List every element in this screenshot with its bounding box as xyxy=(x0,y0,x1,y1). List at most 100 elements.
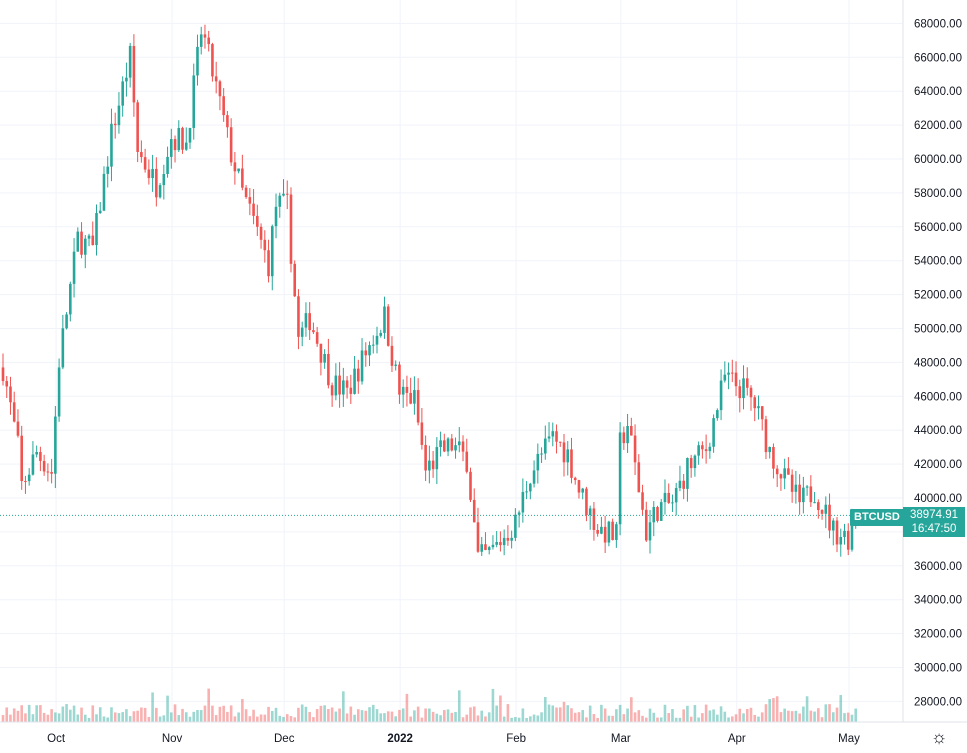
candle-body xyxy=(704,449,708,452)
time-tick-label: Dec xyxy=(274,733,295,745)
candle-body xyxy=(386,306,390,346)
candle-body xyxy=(65,314,68,329)
volume-bar xyxy=(297,707,300,722)
candle-body xyxy=(199,34,203,47)
volume-bar xyxy=(20,705,23,722)
candle-body xyxy=(723,374,727,381)
candle-body xyxy=(368,345,371,356)
volume-bar xyxy=(345,713,349,722)
volume-bar xyxy=(315,709,319,722)
candle-body xyxy=(27,474,31,482)
volume-bar xyxy=(779,712,783,722)
candle-body xyxy=(581,488,584,493)
candle-body xyxy=(768,447,771,453)
candle-body xyxy=(727,372,730,375)
volume-bar xyxy=(39,705,42,722)
candle-body xyxy=(630,425,633,436)
price-tick-label: 60000.00 xyxy=(914,154,962,166)
volume-bar xyxy=(61,706,65,722)
candle-body xyxy=(558,441,562,443)
volume-bar xyxy=(659,717,663,722)
volume-bar xyxy=(319,705,323,722)
candle-body xyxy=(379,332,383,336)
candle-body xyxy=(233,162,237,172)
candle-body xyxy=(487,547,491,550)
candle-body xyxy=(226,115,229,128)
candle-body xyxy=(566,449,570,463)
price-tick-label: 32000.00 xyxy=(914,629,962,641)
volume-bar xyxy=(446,709,450,722)
volume-bar xyxy=(42,712,46,722)
candle-body xyxy=(835,520,839,545)
volume-bar xyxy=(716,714,719,722)
volume-bar xyxy=(128,716,132,722)
volume-bar xyxy=(274,707,278,722)
price-tick-label: 52000.00 xyxy=(914,290,962,302)
candle-body xyxy=(237,168,240,172)
gear-icon[interactable]: ☼ xyxy=(930,727,948,747)
candle-body xyxy=(585,488,588,516)
volume-bar xyxy=(469,707,472,722)
candle-body xyxy=(719,380,723,411)
candle-body xyxy=(278,195,282,207)
candle-body xyxy=(712,418,715,447)
candle-body xyxy=(319,343,323,363)
candle-body xyxy=(555,431,558,442)
volume-bar xyxy=(383,713,386,722)
volume-bar xyxy=(327,709,330,722)
time-tick-label: 2022 xyxy=(387,733,413,745)
candle-body xyxy=(31,454,35,475)
candle-body xyxy=(207,37,210,45)
candle-body xyxy=(454,445,457,451)
volume-bar xyxy=(603,708,607,722)
volume-bar xyxy=(547,704,551,722)
candle-body xyxy=(196,46,199,76)
candle-body xyxy=(532,470,536,484)
time-axis: Oct Nov Dec 2022 Feb Mar Apr May xyxy=(47,733,860,745)
volume-bar xyxy=(110,707,113,722)
volume-bar xyxy=(203,705,207,722)
volume-bar xyxy=(465,714,469,722)
volume-bar xyxy=(162,715,166,722)
volume-bar xyxy=(846,712,850,722)
time-tick-label: May xyxy=(838,733,860,745)
volume-bar xyxy=(644,717,648,722)
candle-body xyxy=(405,386,409,393)
candle-body xyxy=(12,402,16,422)
price-tick-label: 36000.00 xyxy=(914,561,962,573)
candle-body xyxy=(794,484,798,492)
candle-body xyxy=(843,530,846,538)
candle-body xyxy=(222,96,225,116)
candle-body xyxy=(121,81,124,106)
candle-body xyxy=(69,283,72,315)
candle-body xyxy=(802,487,805,503)
candle-body xyxy=(573,477,577,481)
price-tick-label: 56000.00 xyxy=(914,222,962,234)
volume-bar xyxy=(719,706,723,722)
volume-bar xyxy=(611,715,614,722)
volume-bar xyxy=(626,708,629,722)
candle-body xyxy=(285,193,289,195)
volume-bar xyxy=(491,688,495,722)
candle-body xyxy=(413,390,416,404)
candle-body xyxy=(846,530,850,550)
volume-bar xyxy=(839,695,843,722)
volume-bar xyxy=(330,707,334,722)
volume-bar xyxy=(226,711,229,722)
volume-bar xyxy=(689,716,693,722)
candle-body xyxy=(54,416,57,474)
candle-body xyxy=(622,432,626,444)
volume-bar xyxy=(708,710,712,722)
volume-bar xyxy=(289,716,293,722)
candle-body xyxy=(147,169,151,179)
volume-bar xyxy=(850,714,854,722)
volume-bar xyxy=(357,709,360,722)
candle-body xyxy=(607,521,611,543)
volume-bar xyxy=(46,714,50,722)
volume-bar xyxy=(753,714,757,722)
volume-bar xyxy=(5,707,9,722)
volume-bar xyxy=(282,716,285,722)
volume-bar xyxy=(267,706,270,722)
candle-body xyxy=(611,521,614,540)
